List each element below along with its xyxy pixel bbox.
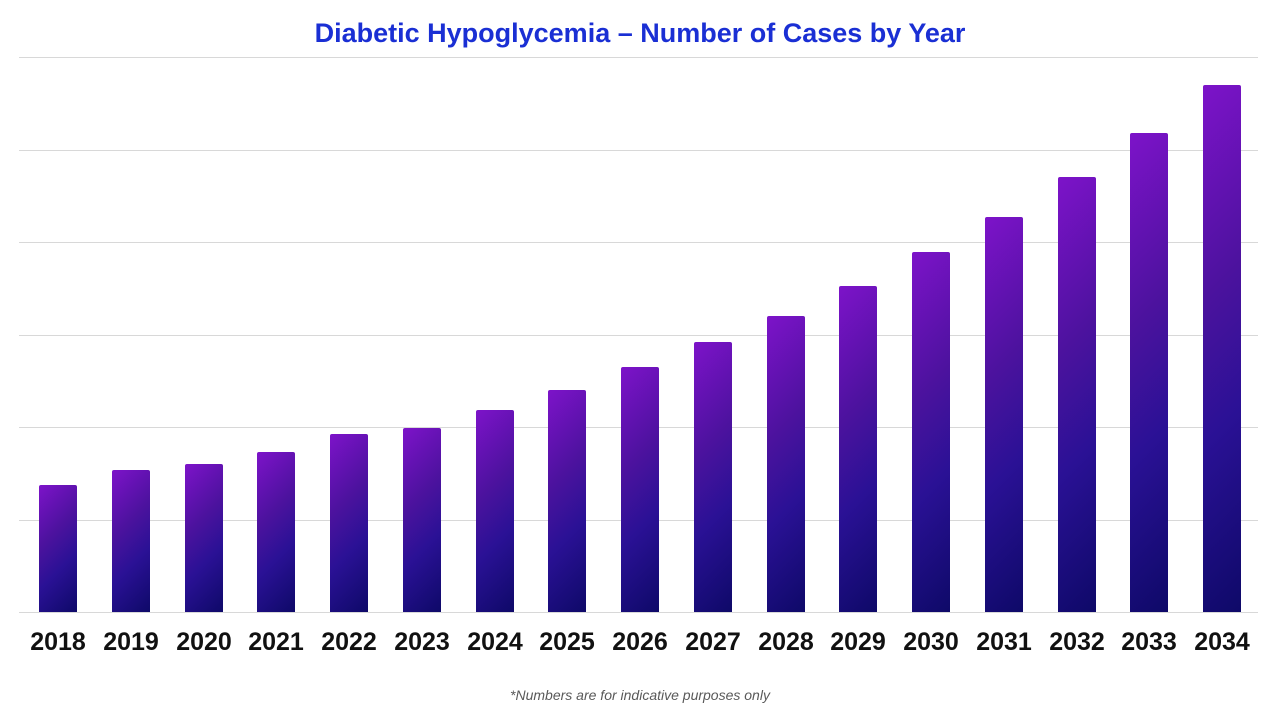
bar-2026 [621,367,659,612]
x-tick-label-2029: 2029 [830,628,886,656]
bar-2024 [476,410,514,612]
x-tick-label-2027: 2027 [685,628,741,656]
x-axis: 2018 2019 2020 2021 2022 2023 2024 2025 2026 2027… [19,628,1258,662]
gridline [19,242,1258,243]
bar-2027 [694,342,732,612]
bar-2019 [112,470,150,612]
x-tick-label-2028: 2028 [758,628,814,656]
x-tick-label-2026: 2026 [612,628,668,656]
bar-2022 [330,434,368,612]
x-tick-label-2021: 2021 [248,628,304,656]
x-tick-label-2024: 2024 [467,628,523,656]
bar-2033 [1130,133,1168,612]
bar-2021 [257,452,295,612]
bar-2018 [39,485,77,612]
x-tick-label-2018: 2018 [30,628,86,656]
x-tick-label-2019: 2019 [103,628,159,656]
chart-title: Diabetic Hypoglycemia – Number of Cases … [314,18,966,48]
x-tick-label-2034: 2034 [1194,628,1250,656]
bar-2032 [1058,177,1096,612]
gridline [19,57,1258,58]
gridline [19,335,1258,336]
bar-2030 [912,252,950,612]
x-tick-label-2033: 2033 [1121,628,1177,656]
bar-2023 [403,428,441,612]
bar-2034 [1203,85,1241,612]
bar-2029 [839,286,877,612]
x-tick-label-2032: 2032 [1049,628,1105,656]
x-tick-label-2023: 2023 [394,628,450,656]
x-tick-label-2025: 2025 [539,628,595,656]
bar-2028 [767,316,805,612]
bar-2025 [548,390,586,612]
bar-2031 [985,217,1023,612]
x-tick-label-2020: 2020 [176,628,232,656]
bar-2020 [185,464,223,612]
x-tick-label-2031: 2031 [976,628,1032,656]
x-tick-label-2030: 2030 [903,628,959,656]
gridline [19,150,1258,151]
footnote: *Numbers are for indicative purposes onl… [510,687,770,703]
x-tick-label-2022: 2022 [321,628,377,656]
plot-area [19,57,1258,613]
gridline [19,612,1258,613]
